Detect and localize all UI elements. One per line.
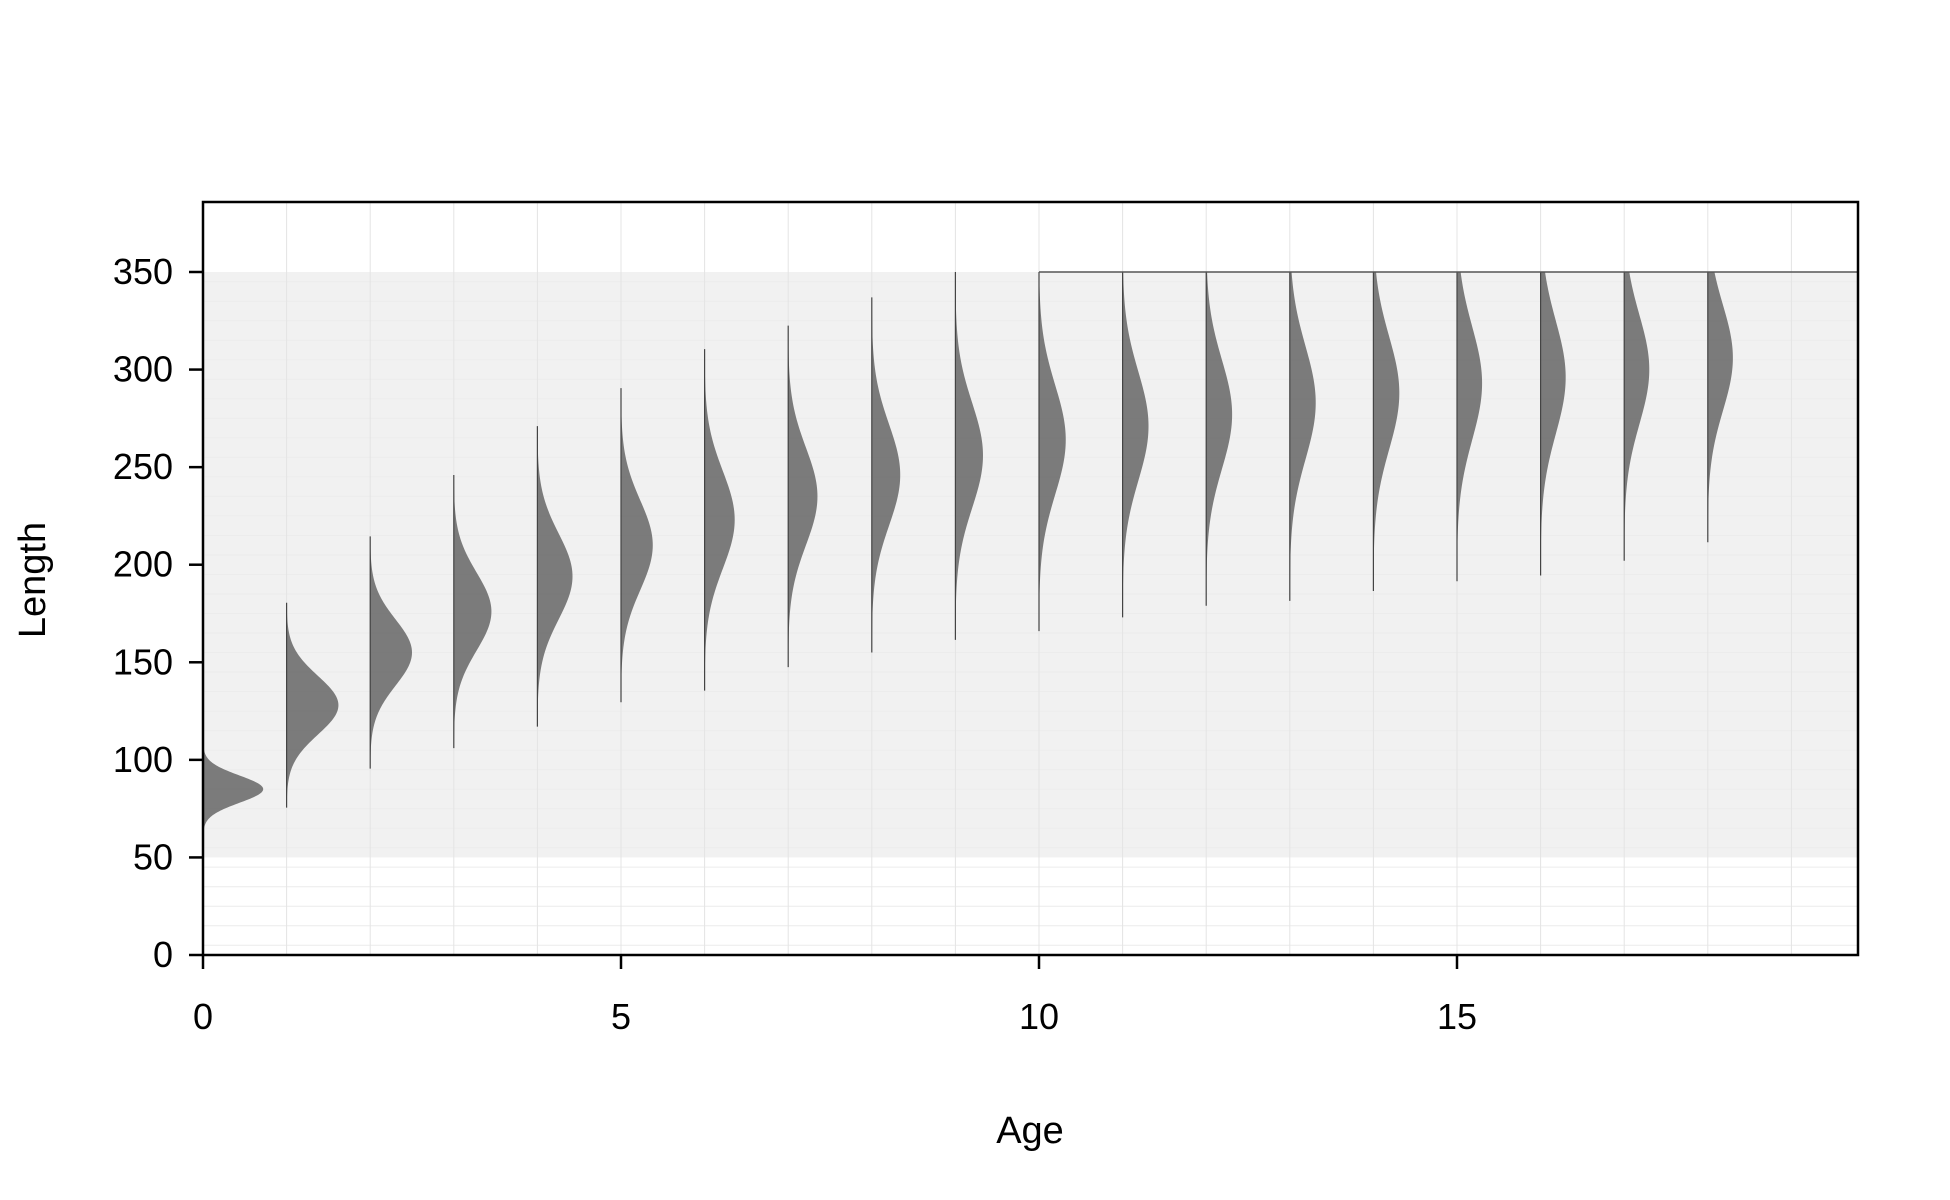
density-age-10 <box>1039 272 1066 632</box>
plot-frame <box>201 200 1860 957</box>
density-age-14 <box>1373 272 1400 592</box>
y-tick-label: 100 <box>113 739 173 780</box>
density-age-6 <box>704 349 735 691</box>
density-age-12 <box>1206 272 1233 606</box>
x-tick-label: 15 <box>1437 996 1477 1037</box>
x-axis: 0 5 10 15 <box>193 955 1477 1037</box>
density-age-1 <box>286 602 339 808</box>
density-age-9 <box>955 272 983 640</box>
density-age-11 <box>1122 272 1149 618</box>
density-age-16 <box>1540 272 1566 576</box>
density-age-8 <box>871 297 901 653</box>
density-curves <box>202 271 1858 837</box>
y-tick-label: 150 <box>113 641 173 682</box>
density-age-15 <box>1457 272 1483 582</box>
y-tick-label: 250 <box>113 446 173 487</box>
x-tick-label: 10 <box>1019 996 1059 1037</box>
density-age-0 <box>203 741 264 837</box>
y-tick-label: 300 <box>113 349 173 390</box>
density-age-17 <box>1624 272 1650 561</box>
density-age-13 <box>1289 272 1316 601</box>
x-tick-label: 5 <box>611 996 631 1037</box>
y-tick-label: 350 <box>113 251 173 292</box>
y-axis-title: Length <box>12 522 54 638</box>
y-tick-label: 0 <box>153 934 173 975</box>
density-age-4 <box>537 426 573 727</box>
y-tick-label: 50 <box>133 836 173 877</box>
y-tick-label: 200 <box>113 544 173 585</box>
y-axis: 0 50 100 150 200 250 300 350 <box>113 251 203 975</box>
x-axis-title: Age <box>996 1110 1064 1152</box>
density-age-3 <box>453 474 492 749</box>
density-age-2 <box>370 536 412 769</box>
density-age-18 <box>1707 272 1733 543</box>
x-tick-label: 0 <box>193 996 213 1037</box>
density-age-7 <box>788 325 818 668</box>
density-age-5 <box>621 388 653 703</box>
band-background <box>203 272 1858 858</box>
